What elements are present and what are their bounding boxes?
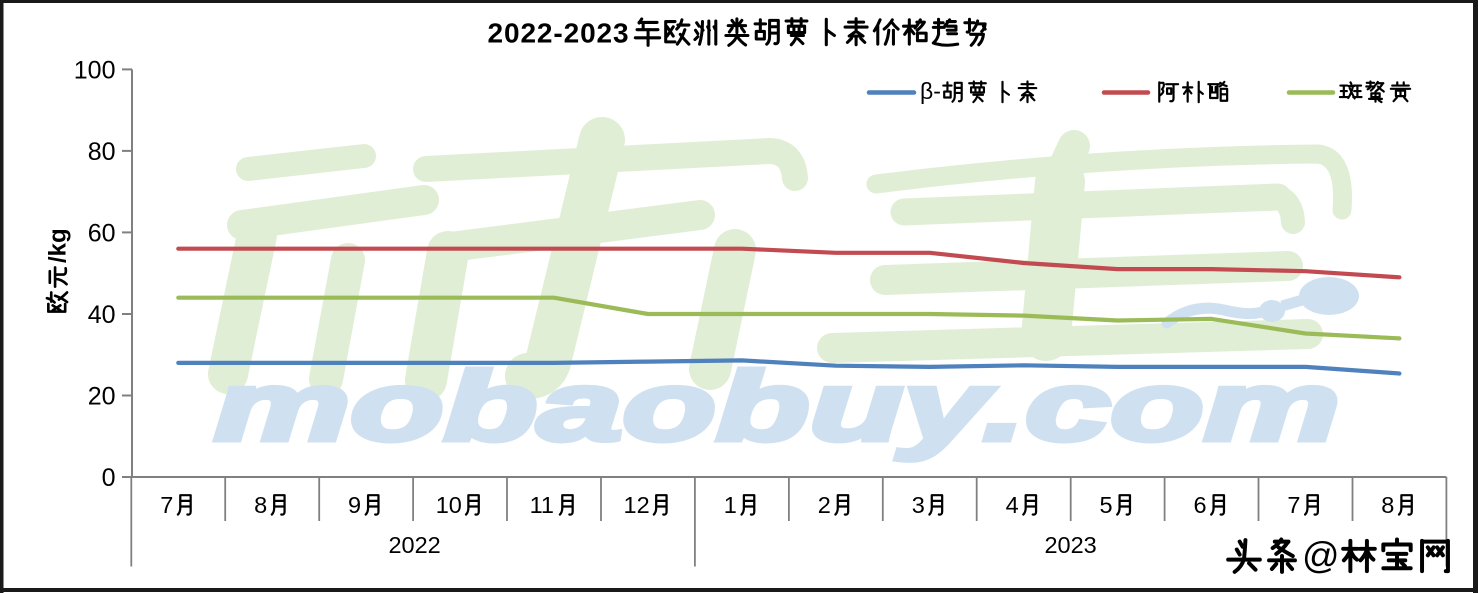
svg-text:1: 1 <box>724 492 737 518</box>
svg-text:9: 9 <box>348 492 361 518</box>
svg-text:80: 80 <box>88 138 116 166</box>
svg-text:7: 7 <box>1287 492 1300 518</box>
svg-text:7: 7 <box>160 492 173 518</box>
svg-text:6: 6 <box>1194 492 1207 518</box>
svg-text:/kg: /kg <box>45 228 72 263</box>
svg-text:2022: 2022 <box>388 532 440 558</box>
svg-text:60: 60 <box>88 219 116 247</box>
svg-text:12: 12 <box>624 492 650 518</box>
svg-text:5: 5 <box>1100 492 1113 518</box>
svg-text:8: 8 <box>1381 492 1394 518</box>
svg-text:100: 100 <box>74 56 116 84</box>
svg-text:2022-2023: 2022-2023 <box>488 18 630 49</box>
svg-text:11: 11 <box>530 492 554 518</box>
svg-text:3: 3 <box>912 492 925 518</box>
svg-text:10: 10 <box>436 492 462 518</box>
svg-text:β-: β- <box>920 78 941 104</box>
svg-text:8: 8 <box>254 492 267 518</box>
svg-text:@: @ <box>1302 535 1340 576</box>
svg-text:0: 0 <box>102 464 116 492</box>
svg-text:40: 40 <box>88 301 116 329</box>
svg-text:2023: 2023 <box>1044 532 1096 558</box>
svg-text:2: 2 <box>818 492 831 518</box>
svg-text:20: 20 <box>88 383 116 411</box>
svg-text:4: 4 <box>1006 492 1019 518</box>
